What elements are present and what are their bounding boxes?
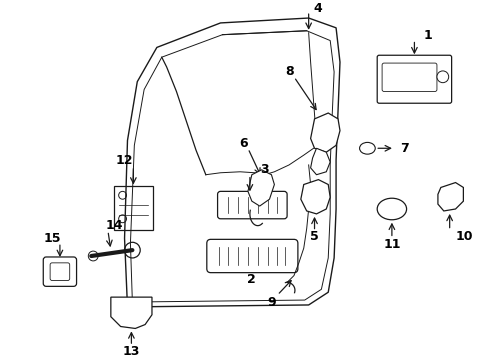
Text: 5: 5 — [310, 230, 319, 243]
Text: 14: 14 — [106, 219, 123, 232]
Text: 4: 4 — [314, 2, 322, 15]
FancyBboxPatch shape — [207, 239, 298, 273]
Text: 6: 6 — [240, 137, 248, 150]
Circle shape — [124, 242, 140, 258]
Text: 8: 8 — [285, 66, 294, 78]
Text: 12: 12 — [116, 153, 133, 167]
Polygon shape — [438, 183, 464, 211]
Circle shape — [136, 303, 144, 311]
Circle shape — [88, 251, 98, 261]
Polygon shape — [248, 170, 274, 206]
FancyBboxPatch shape — [382, 63, 437, 91]
Text: 10: 10 — [456, 230, 473, 243]
Ellipse shape — [377, 198, 407, 220]
Circle shape — [119, 192, 126, 199]
Text: 7: 7 — [400, 142, 409, 155]
FancyBboxPatch shape — [114, 186, 153, 230]
Text: 15: 15 — [43, 232, 61, 245]
FancyBboxPatch shape — [218, 192, 287, 219]
FancyBboxPatch shape — [377, 55, 452, 103]
Circle shape — [311, 193, 319, 201]
Text: 11: 11 — [383, 238, 401, 251]
Polygon shape — [311, 113, 340, 152]
Text: 1: 1 — [424, 29, 433, 42]
Text: 2: 2 — [247, 273, 256, 286]
Circle shape — [437, 71, 449, 83]
Circle shape — [117, 303, 124, 311]
Polygon shape — [311, 148, 330, 175]
Text: 9: 9 — [267, 296, 276, 309]
Polygon shape — [111, 297, 152, 328]
Ellipse shape — [360, 143, 375, 154]
Ellipse shape — [445, 195, 455, 203]
Polygon shape — [301, 180, 330, 214]
Text: 3: 3 — [260, 163, 269, 176]
FancyBboxPatch shape — [50, 263, 70, 280]
Text: 13: 13 — [122, 346, 140, 359]
FancyBboxPatch shape — [43, 257, 76, 286]
Circle shape — [119, 215, 126, 223]
